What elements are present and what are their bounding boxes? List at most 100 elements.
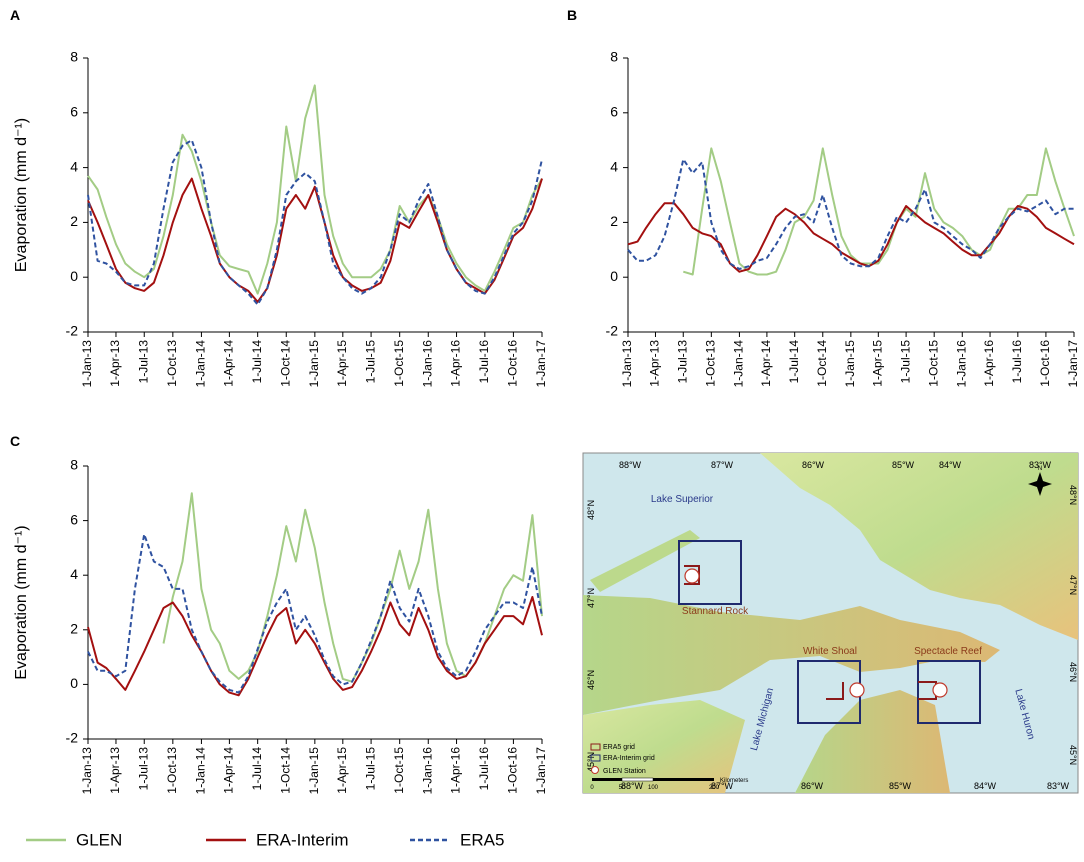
legend: GLEN ERA-Interim ERA5	[26, 830, 504, 849]
x-tick-label: 1-Oct-13	[704, 340, 718, 387]
y-tick-label: 6	[70, 511, 78, 527]
x-tick-label: 1-Apr-15	[335, 747, 349, 794]
y-tick-label: 2	[70, 213, 78, 229]
map: 88°W 87°W 86°W 85°W 84°W 83°W 88°W 87°W …	[582, 452, 1079, 794]
series-line	[87, 139, 543, 306]
y-tick-label: 4	[70, 158, 78, 174]
x-tick-label: 1-Jul-15	[363, 340, 377, 384]
x-tick-label: 1-Oct-15	[392, 340, 406, 387]
x-tick-label: 1-Oct-14	[278, 747, 292, 794]
scale-label: 200	[709, 785, 720, 791]
glen-station	[849, 682, 865, 698]
lat-label: 46°N	[1068, 662, 1078, 682]
scale-bar: 0 50 100 200 Kilometers	[590, 777, 748, 791]
x-tick-label: 1-Oct-16	[506, 747, 520, 794]
legend-label: ERA5	[460, 830, 504, 849]
lake-label: Lake Superior	[651, 494, 714, 505]
x-tick-label: 1-Apr-13	[108, 747, 122, 794]
chart: B -2 0 2 4 6 8 1-Jan-13 1-Apr-13 1-Jul-13 1-Oct-13…	[567, 7, 1080, 387]
land-wisconsin	[583, 700, 745, 793]
lon-label: 87°W	[711, 460, 734, 470]
lon-label: 86°W	[801, 781, 824, 791]
lon-label: 85°W	[892, 460, 915, 470]
lon-label: 83°W	[1047, 781, 1070, 791]
x-tick-label: 1-Oct-13	[165, 340, 179, 387]
x-tick-label: 1-Jul-16	[1010, 340, 1024, 384]
x-tick-label: 1-Oct-13	[165, 747, 179, 794]
x-tick-label: 1-Jan-16	[954, 340, 968, 388]
x-tick-label: 1-Apr-14	[222, 747, 236, 794]
legend-label: ERA-Interim	[256, 830, 349, 849]
x-tick-label: 1-Jan-16	[420, 340, 434, 388]
panel-label: C	[10, 433, 20, 449]
legend-label: ERA5 grid	[603, 744, 635, 751]
y-tick-label: 8	[70, 457, 78, 473]
lon-label: 88°W	[619, 460, 642, 470]
y-tick-label: 2	[70, 621, 78, 637]
lon-label: 85°W	[889, 781, 912, 791]
legend-label: GLEN Station	[603, 768, 646, 775]
lat-label: 45°N	[586, 752, 596, 772]
lon-label: 88°W	[621, 781, 644, 791]
compass: N	[1028, 466, 1052, 496]
map-legend: ERA5 grid ERA-Interim grid GLEN Station	[590, 743, 655, 775]
x-tick-label: 1-Oct-15	[392, 747, 406, 794]
lat-label: 47°N	[586, 588, 596, 608]
y-tick-label: 0	[70, 268, 78, 284]
y-tick-label: 8	[70, 49, 78, 65]
lon-label: 84°W	[974, 781, 997, 791]
y-tick-label: -2	[66, 323, 79, 339]
x-tick-label: 1-Jan-17	[534, 340, 548, 388]
glen-station	[932, 682, 948, 698]
x-tick-label: 1-Oct-16	[1038, 340, 1052, 387]
x-tick-label: 1-Apr-14	[759, 340, 773, 387]
x-tick-label: 1-Jul-13	[136, 340, 150, 384]
legend-swatch	[590, 743, 601, 751]
series-line	[87, 177, 543, 303]
x-tick-label: 1-Jul-15	[898, 340, 912, 384]
y-tick-label: 0	[610, 268, 618, 284]
series-line	[627, 202, 1075, 273]
lon-label: 86°W	[802, 460, 825, 470]
x-tick-label: 1-Apr-15	[335, 340, 349, 387]
y-tick-label: 8	[610, 49, 618, 65]
lat-label: 46°N	[586, 670, 596, 690]
lat-label: 47°N	[1068, 575, 1078, 595]
x-tick-label: 1-Jul-14	[250, 340, 264, 384]
lon-label: 87°W	[711, 781, 734, 791]
x-tick-label: 1-Jan-15	[307, 340, 321, 388]
y-tick-label: 4	[610, 158, 618, 174]
land-upper-peninsula	[583, 595, 1000, 715]
station-label: Spectacle Reef	[914, 646, 982, 657]
compass-label: N	[1038, 466, 1042, 472]
y-tick-label: 6	[610, 104, 618, 120]
era5-grid	[826, 682, 844, 700]
legend-label: GLEN	[76, 830, 122, 849]
lon-label: 83°W	[1029, 460, 1052, 470]
x-tick-label: 1-Oct-15	[926, 340, 940, 387]
series-line	[87, 596, 543, 697]
x-tick-label: 1-Jan-15	[307, 747, 321, 795]
x-tick-label: 1-Jul-14	[787, 340, 801, 384]
lat-label: 48°N	[1068, 485, 1078, 505]
x-tick-label: 1-Jul-14	[250, 747, 264, 791]
x-tick-label: 1-Jul-15	[363, 747, 377, 791]
x-tick-label: 1-Apr-14	[222, 340, 236, 387]
station-label: White Shoal	[803, 646, 857, 657]
scale-label: 50	[619, 785, 626, 791]
x-tick-label: 1-Jan-13	[620, 340, 634, 388]
x-tick-label: 1-Apr-15	[870, 340, 884, 387]
y-tick-label: -2	[66, 730, 79, 746]
y-axis-label: Evaporation (mm d⁻¹)	[13, 525, 30, 679]
x-tick-label: 1-Jan-17	[1066, 340, 1080, 388]
chart: A Evaporation (mm d⁻¹) -2 0 2 4 6 8 1-Jan-13 1-Ap…	[10, 7, 548, 387]
lon-label: 84°W	[939, 460, 962, 470]
x-tick-label: 1-Oct-16	[506, 340, 520, 387]
y-tick-label: 2	[610, 213, 618, 229]
x-tick-label: 1-Jul-13	[675, 340, 689, 384]
era-interim-grid	[917, 660, 981, 724]
series-line	[87, 533, 543, 694]
era-interim-grid	[678, 540, 742, 605]
land-lower-michigan	[795, 690, 950, 793]
